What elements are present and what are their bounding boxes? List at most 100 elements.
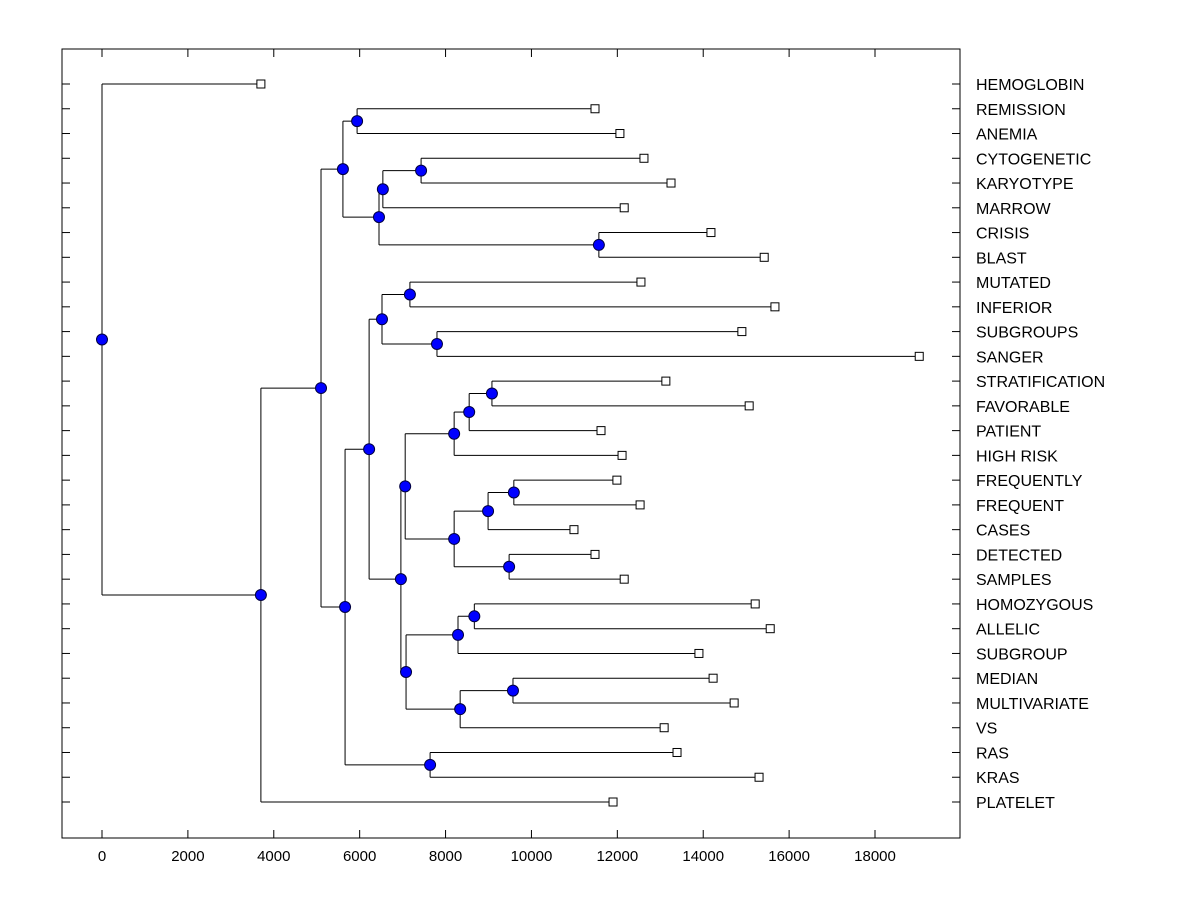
leaf-marker <box>729 698 739 708</box>
leaf-marker <box>770 302 780 312</box>
x-tick-label: 10000 <box>511 848 553 865</box>
internal-node-marker <box>375 313 388 326</box>
internal-node-marker <box>399 480 412 493</box>
x-tick-label: 12000 <box>596 848 638 865</box>
leaf-marker <box>635 500 645 510</box>
internal-node-marker <box>454 703 467 716</box>
x-tick-label: 6000 <box>343 848 376 865</box>
leaf-marker <box>694 648 704 658</box>
leaf-label: KRAS <box>976 770 1020 787</box>
leaf-label: PLATELET <box>976 795 1055 812</box>
leaf-label: MUTATED <box>976 275 1051 292</box>
leaf-label: FREQUENT <box>976 498 1064 515</box>
leaf-label: DETECTED <box>976 547 1062 564</box>
leaf-marker <box>615 129 625 139</box>
y-axis-ticks <box>62 83 960 803</box>
x-tick-label: 18000 <box>854 848 896 865</box>
internal-node-marker <box>400 666 413 679</box>
internal-node-marker <box>376 183 389 196</box>
leaf-marker <box>256 79 266 89</box>
internal-node-marker <box>424 758 437 771</box>
internal-node-marker <box>336 163 349 176</box>
leaf-label: SUBGROUPS <box>976 325 1078 342</box>
internal-node-marker <box>506 684 519 697</box>
internal-node-marker <box>315 382 328 395</box>
internal-node-marker <box>339 601 352 614</box>
leaf-label: SUBGROUP <box>976 646 1068 663</box>
leaf-marker <box>596 426 606 436</box>
internal-node-marker <box>592 238 605 251</box>
leaf-label: HOMOZYGOUS <box>976 597 1093 614</box>
leaf-label: HEMOGLOBIN <box>976 77 1084 94</box>
leaf-label: HIGH RISK <box>976 448 1058 465</box>
leaf-marker <box>759 252 769 262</box>
leaf-label: CYTOGENETIC <box>976 151 1091 168</box>
leaf-label: MULTIVARIATE <box>976 696 1089 713</box>
leaf-label: PATIENT <box>976 424 1041 441</box>
leaf-marker <box>612 475 622 485</box>
leaf-label: ALLELIC <box>976 622 1040 639</box>
internal-node-marker <box>507 486 520 499</box>
internal-node-marker <box>503 560 516 573</box>
x-tick-label: 2000 <box>171 848 204 865</box>
leaf-marker <box>569 525 579 535</box>
leaf-marker <box>914 351 924 361</box>
leaf-marker <box>737 327 747 337</box>
leaf-marker <box>765 624 775 634</box>
leaf-labels: HEMOGLOBIN REMISSION ANEMIA CYTOGENETIC KARY… <box>976 77 1105 812</box>
leaf-label: SAMPLES <box>976 572 1052 589</box>
leaf-marker <box>672 747 682 757</box>
x-tick-label: 14000 <box>682 848 724 865</box>
x-tick-label: 16000 <box>768 848 810 865</box>
leaf-marker <box>608 797 618 807</box>
internal-node-marker <box>468 610 481 623</box>
x-axis-tick-labels: 0 2000 4000 6000 8000 10000 12000 14000 16000 180… <box>98 848 896 865</box>
leaf-label: INFERIOR <box>976 300 1052 317</box>
internal-node-marker <box>430 337 443 350</box>
internal-node-marker <box>372 211 385 224</box>
internal-node-marker <box>403 288 416 301</box>
leaf-label: CRISIS <box>976 226 1029 243</box>
internal-node-marker <box>415 164 428 177</box>
internal-node-marker <box>363 443 376 456</box>
leaf-label: VS <box>976 721 997 738</box>
leaf-marker <box>636 277 646 287</box>
leaf-marker <box>659 723 669 733</box>
x-tick-label: 0 <box>98 848 106 865</box>
x-tick-label: 8000 <box>429 848 462 865</box>
internal-node-marker <box>394 573 407 586</box>
internal-node-marker <box>351 115 364 128</box>
leaf-marker <box>754 772 764 782</box>
leaf-marker <box>706 228 716 238</box>
leaf-marker <box>661 376 671 386</box>
internal-node-marker <box>463 406 476 419</box>
leaf-label: FREQUENTLY <box>976 473 1083 490</box>
leaf-label: MARROW <box>976 201 1052 218</box>
plot-frame <box>61 48 961 839</box>
leaf-label: ANEMIA <box>976 127 1038 144</box>
leaf-label: MEDIAN <box>976 671 1038 688</box>
leaf-marker <box>639 153 649 163</box>
leaf-marker <box>666 178 676 188</box>
leaf-marker <box>617 450 627 460</box>
leaf-label: STRATIFICATION <box>976 374 1105 391</box>
leaf-marker <box>750 599 760 609</box>
leaf-label: RAS <box>976 745 1009 762</box>
leaf-label: FAVORABLE <box>976 399 1070 416</box>
leaf-label: REMISSION <box>976 102 1066 119</box>
leaf-label: KARYOTYPE <box>976 176 1074 193</box>
leaf-label: BLAST <box>976 250 1027 267</box>
internal-node-marker <box>485 387 498 400</box>
leaf-marker <box>590 104 600 114</box>
internal-node-marker <box>448 532 461 545</box>
internal-node-marker <box>448 427 461 440</box>
internal-node-marker <box>254 589 267 602</box>
internal-node-marker <box>482 505 495 518</box>
leaf-marker <box>708 673 718 683</box>
leaf-marker <box>744 401 754 411</box>
internal-node-marker <box>452 628 465 641</box>
internal-node-markers <box>96 115 605 771</box>
x-axis-ticks <box>101 49 876 838</box>
leaf-marker <box>619 203 629 213</box>
